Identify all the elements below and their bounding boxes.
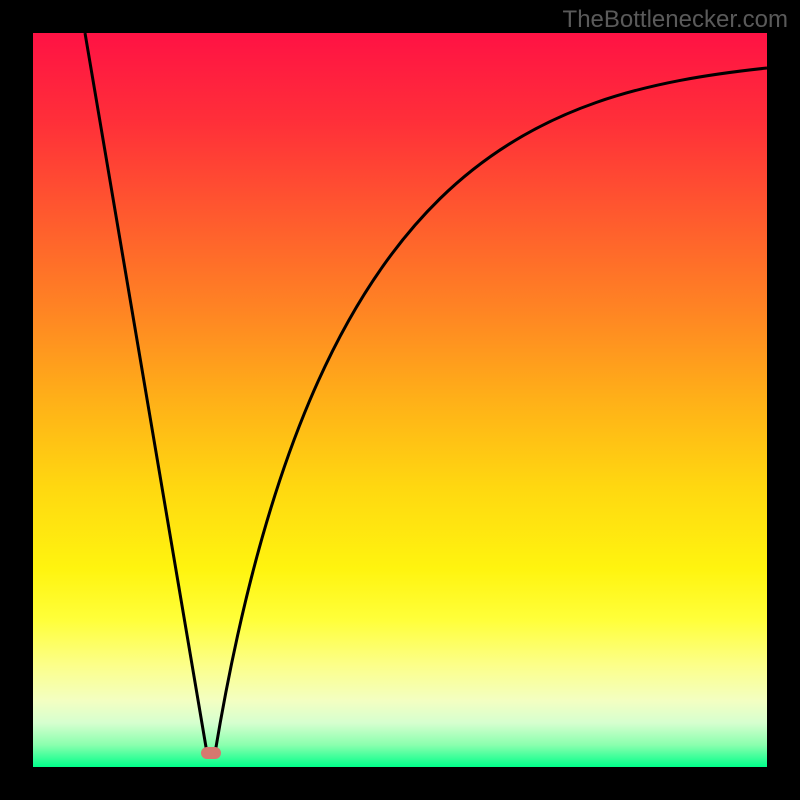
- vertex-marker: [201, 747, 221, 759]
- watermark-text: TheBottlenecker.com: [563, 6, 788, 34]
- bottleneck-curve: [33, 33, 767, 767]
- chart-container: TheBottlenecker.com: [0, 0, 800, 800]
- plot-area: [33, 33, 767, 767]
- gradient-background: [33, 33, 767, 767]
